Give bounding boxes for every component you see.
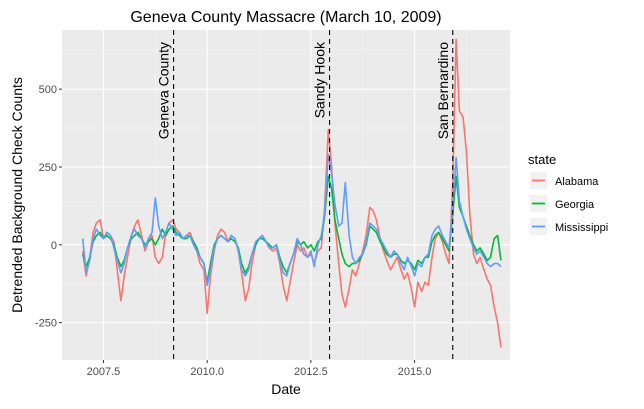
event-lines: Geneva County Sandy Hook San Bernardino xyxy=(156,30,454,360)
legend-label: Alabama xyxy=(555,176,599,188)
event-label: Sandy Hook xyxy=(312,41,328,118)
event-label: San Bernardino xyxy=(435,42,451,140)
series-lines xyxy=(81,38,502,348)
x-tick-label: 2007.5 xyxy=(87,366,121,378)
y-axis-label: Detrended Background Check Counts xyxy=(9,77,25,313)
y-tick-label: -250 xyxy=(35,318,57,330)
y-tick-label: 0 xyxy=(51,240,57,252)
grid-minor xyxy=(62,30,510,360)
legend: state Alabama Georgia Mississippi xyxy=(528,152,608,235)
x-tick-label: 2012.5 xyxy=(294,366,328,378)
x-axis-label: Date xyxy=(271,381,301,397)
chart-title: Geneva County Massacre (March 10, 2009) xyxy=(130,9,441,26)
grid-major xyxy=(62,30,510,360)
plot-panel xyxy=(62,30,510,360)
y-tick-label: 250 xyxy=(39,162,57,174)
y-axis: -250 0 250 500 xyxy=(35,84,62,330)
legend-label: Georgia xyxy=(555,199,595,211)
legend-title: state xyxy=(528,152,556,167)
y-tick-label: 500 xyxy=(39,84,57,96)
x-tick-label: 2010.0 xyxy=(190,366,224,378)
x-axis: 2007.5 2010.0 2012.5 2015.0 xyxy=(87,360,432,378)
series-line-mississippi xyxy=(81,153,502,287)
legend-label: Mississippi xyxy=(555,222,608,234)
x-tick-label: 2015.0 xyxy=(398,366,432,378)
event-label: Geneva County xyxy=(156,42,172,139)
